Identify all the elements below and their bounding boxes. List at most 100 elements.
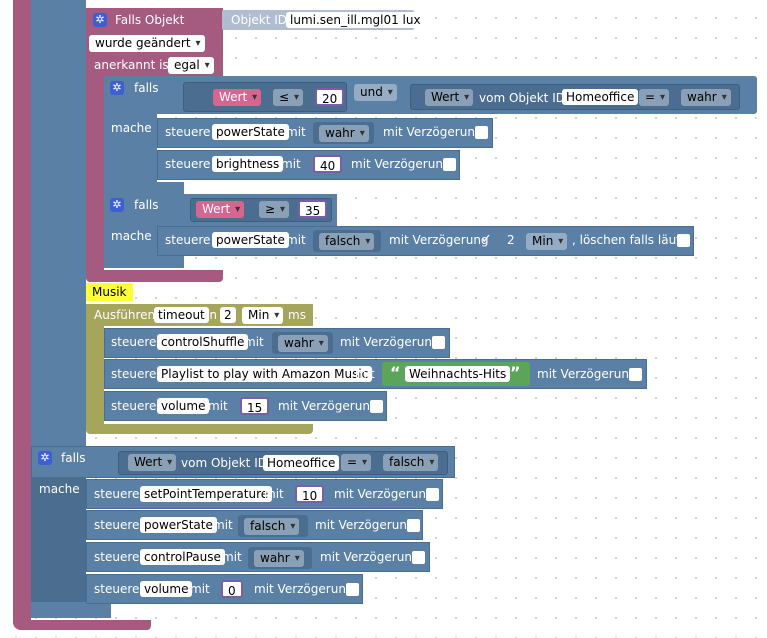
music-row1-value[interactable]: wahr bbox=[278, 335, 328, 352]
if3-wert-dropdown[interactable]: Wert bbox=[128, 454, 177, 471]
if3-eq-dropdown[interactable]: = bbox=[341, 454, 372, 471]
music-row2-target[interactable]: Playlist to play with Amazon Music bbox=[157, 366, 373, 382]
timeout-in-label: in bbox=[206, 308, 217, 322]
music-row2-delay: mit Verzögerung bbox=[537, 367, 637, 381]
if2-row-value[interactable]: falsch bbox=[319, 233, 375, 250]
if2-row-target[interactable]: powerState bbox=[212, 232, 289, 248]
if2-mache: mache bbox=[111, 229, 152, 243]
if2-op-dropdown[interactable]: ≥ bbox=[259, 201, 290, 218]
delay-checkbox[interactable] bbox=[426, 488, 439, 501]
if2-falls: falls bbox=[134, 198, 159, 212]
if2-row-mit: mit bbox=[286, 233, 306, 247]
gear-icon[interactable]: ✲ bbox=[38, 451, 52, 465]
if3-row3-target[interactable]: controlPause bbox=[140, 549, 225, 565]
quote-open-icon: “ bbox=[390, 363, 401, 382]
music-row3-value[interactable]: 15 bbox=[240, 397, 270, 415]
if3-homeoffice-field[interactable]: Homeoffice bbox=[263, 455, 340, 471]
if3-row4-value[interactable]: 0 bbox=[221, 580, 243, 598]
music-row1-steuere: steuere bbox=[111, 335, 157, 349]
timeout-frame-bottom bbox=[86, 424, 313, 434]
music-row1-target[interactable]: controlShuffle bbox=[157, 334, 249, 350]
if1-row1-steuere: steuere bbox=[165, 125, 211, 139]
object-id-value[interactable]: lumi.sen_ill.mgl01 lux bbox=[286, 12, 425, 28]
if3-falls: falls bbox=[61, 451, 86, 465]
delay-checkbox[interactable] bbox=[370, 400, 383, 413]
if3-row1-delay: mit Verzögerung bbox=[334, 487, 434, 501]
if3-row1-mit: mit bbox=[264, 487, 284, 501]
eq-dropdown[interactable]: = bbox=[639, 89, 670, 106]
if2-num[interactable]: 35 bbox=[298, 200, 328, 218]
if3-row2-delay: mit Verzögerung bbox=[315, 518, 415, 532]
if1-mache: mache bbox=[111, 121, 152, 135]
if3-vom-label: vom Objekt ID bbox=[181, 456, 267, 470]
gear-icon[interactable]: ✲ bbox=[110, 198, 124, 212]
gear-icon[interactable]: ✲ bbox=[93, 13, 107, 27]
if3-row4-steuere: steuere bbox=[94, 582, 140, 596]
timeout-frame-left bbox=[86, 326, 104, 426]
delay-checkbox[interactable] bbox=[443, 158, 456, 171]
timeout-unit[interactable]: Min bbox=[242, 307, 284, 324]
and-dropdown[interactable]: und bbox=[354, 84, 397, 101]
if3-row2-value[interactable]: falsch bbox=[244, 518, 300, 535]
if2-row-unit[interactable]: Min bbox=[526, 233, 568, 250]
check-icon[interactable]: ✓ bbox=[481, 232, 492, 247]
if3-bool-dropdown[interactable]: falsch bbox=[383, 454, 439, 471]
if2-row[interactable] bbox=[157, 226, 694, 256]
homeoffice-field[interactable]: Homeoffice bbox=[562, 89, 639, 105]
music-row3-steuere: steuere bbox=[111, 399, 157, 413]
if3-row1-value[interactable]: 10 bbox=[295, 485, 325, 503]
if1-row2-value[interactable]: 40 bbox=[313, 155, 343, 173]
timeout-name[interactable]: timeout bbox=[154, 307, 209, 323]
delay-checkbox[interactable] bbox=[412, 551, 425, 564]
if1-row1-target[interactable]: powerState bbox=[212, 124, 289, 140]
delay-checkbox[interactable] bbox=[407, 519, 420, 532]
if1-falls: falls bbox=[134, 81, 159, 95]
clear-checkbox[interactable] bbox=[677, 234, 690, 247]
timeout-ms-label: ms bbox=[288, 308, 306, 322]
acked-dropdown[interactable]: egal bbox=[168, 57, 214, 74]
changed-dropdown[interactable]: wurde geändert bbox=[89, 35, 205, 52]
music-row2-value[interactable]: Weihnachts-Hits bbox=[405, 366, 511, 382]
if1-row2[interactable] bbox=[157, 150, 460, 180]
gear-icon[interactable]: ✲ bbox=[110, 81, 124, 95]
quote-close-icon: ” bbox=[510, 363, 521, 382]
music-comment[interactable]: Musik bbox=[86, 283, 133, 301]
delay-checkbox[interactable] bbox=[629, 368, 642, 381]
wert2-dropdown[interactable]: Wert bbox=[425, 89, 474, 106]
if1-row2-steuere: steuere bbox=[165, 157, 211, 171]
if2-row-amount[interactable]: 2 bbox=[507, 233, 515, 247]
if3-row1-target[interactable]: setPointTemperature bbox=[140, 486, 273, 502]
if3-row3-delay: mit Verzögerung bbox=[320, 550, 420, 564]
num-20[interactable]: 20 bbox=[315, 88, 345, 106]
if3-row3-value[interactable]: wahr bbox=[254, 550, 304, 567]
if1-row1-value[interactable]: wahr bbox=[319, 125, 369, 142]
music-row3-target[interactable]: volume bbox=[157, 398, 210, 414]
if3-row4-target[interactable]: volume bbox=[140, 581, 193, 597]
if3-row3-steuere: steuere bbox=[94, 550, 140, 564]
music-row1-delay: mit Verzögerung bbox=[340, 335, 440, 349]
timeout-amount[interactable]: 2 bbox=[220, 307, 236, 323]
if1-row1-mit: mit bbox=[286, 125, 306, 139]
if3-mache: mache bbox=[39, 482, 80, 496]
if3-row2-target[interactable]: powerState bbox=[140, 517, 217, 533]
if2-wert-dropdown[interactable]: Wert bbox=[196, 201, 245, 218]
bool-dropdown[interactable]: wahr bbox=[681, 89, 731, 106]
wert-dropdown[interactable]: Wert bbox=[213, 89, 262, 106]
vom-objekt-label: vom Objekt ID bbox=[479, 91, 565, 105]
op-dropdown[interactable]: ≤ bbox=[273, 89, 304, 106]
if1-bottom2 bbox=[104, 256, 184, 268]
delay-checkbox[interactable] bbox=[346, 583, 359, 596]
trigger-frame-bottom bbox=[86, 270, 223, 282]
if1-row2-mit: mit bbox=[281, 157, 301, 171]
outer-event-frame-bottom bbox=[13, 620, 151, 630]
if3-bottom bbox=[31, 602, 111, 612]
delay-checkbox[interactable] bbox=[432, 336, 445, 349]
music-row3-mit: mit bbox=[208, 399, 228, 413]
if1-row2-target[interactable]: brightness bbox=[212, 156, 284, 172]
if1-row2-delay: mit Verzögerung bbox=[351, 157, 451, 171]
if3-row2-mit: mit bbox=[213, 518, 233, 532]
delay-checkbox[interactable] bbox=[475, 126, 488, 139]
if3-row1-steuere: steuere bbox=[94, 487, 140, 501]
if2-row-delay: mit Verzögerung bbox=[389, 233, 489, 247]
music-row2-steuere: steuere bbox=[111, 367, 157, 381]
